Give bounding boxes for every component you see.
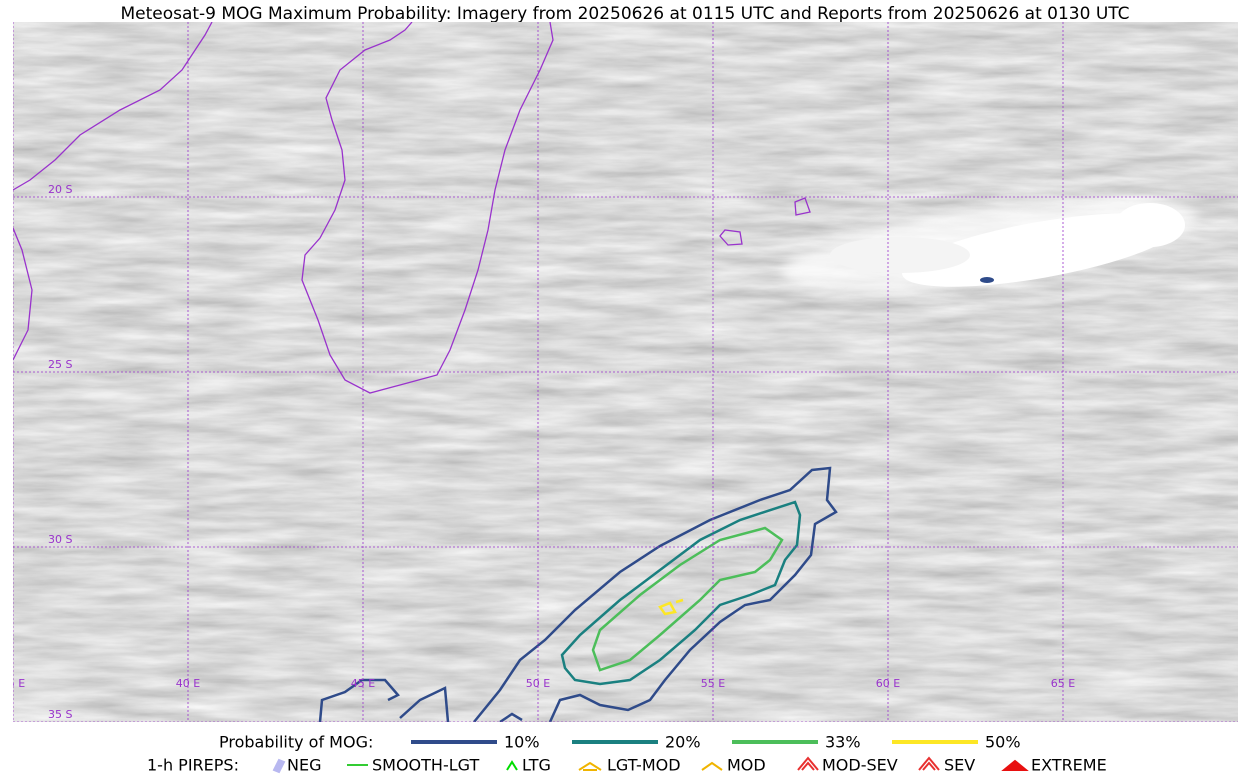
legend-text: 50% [985,733,1021,752]
legend-label: 1-h PIREPS: [147,756,239,775]
lat-label: 25 S [48,358,72,371]
legend-text: EXTREME [1031,756,1107,775]
graticule [13,22,1238,722]
legend-symbol [797,756,819,771]
cloud-cluster [781,197,1199,293]
legend-text: SMOOTH-LGT [372,756,479,775]
legend-text: LTG [522,756,551,775]
legend-text: 20% [665,733,701,752]
legend-symbol [506,760,518,771]
legend-text: MOD [727,756,766,775]
legend-text: MOD-SEV [822,756,898,775]
lon-label: 60 E [876,677,900,690]
legend-text: NEG [287,756,321,775]
legend-text: SEV [944,756,975,775]
legend-symbol [918,756,940,771]
map: 35 E 40 E 45 E 50 E 55 E 60 E 65 E 20 S 25 S 30 S… [1,22,1238,722]
legend-text: 33% [825,733,861,752]
legend-symbol [272,758,286,774]
lat-label: 30 S [48,533,72,546]
graticule-labels: 35 E 40 E 45 E 50 E 55 E 60 E 65 E 20 S 25 S 30 S… [1,183,1075,721]
legend-symbol [701,761,723,771]
legend-symbol [1001,759,1029,771]
lon-label: 55 E [701,677,725,690]
probability-contours [318,466,838,722]
lon-label: 40 E [176,677,200,690]
lat-label: 35 S [48,708,72,721]
legend-symbol [578,761,602,771]
legend-label: Probability of MOG: [219,733,373,752]
lon-label: 45 E [351,677,375,690]
lon-label: 65 E [1051,677,1075,690]
legend-text: LGT-MOD [607,756,681,775]
legend: Probability of MOG: 10% 20% 33% 50% 1-h PIREP… [147,733,1107,775]
legend-text: 10% [504,733,540,752]
lat-label: 20 S [48,183,72,196]
lon-label: 50 E [526,677,550,690]
map-title: Meteosat-9 MOG Maximum Probability: Imag… [120,4,1129,24]
coastlines [13,22,811,394]
lon-label: 35 E [1,677,25,690]
